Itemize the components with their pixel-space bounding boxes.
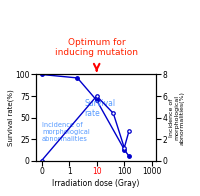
Y-axis label: Survival rate(%): Survival rate(%) [7, 89, 14, 146]
Text: Optimum for
inducing mutation: Optimum for inducing mutation [55, 38, 138, 57]
X-axis label: Irradiation dose (Gray): Irradiation dose (Gray) [52, 179, 140, 188]
Text: Survival
rate: Survival rate [84, 99, 115, 118]
Y-axis label: Incidence of
morphological
abnormalities(%): Incidence of morphological abnormalities… [169, 91, 185, 144]
Text: Incidence of
morphological
abnormalities: Incidence of morphological abnormalities [42, 122, 90, 142]
